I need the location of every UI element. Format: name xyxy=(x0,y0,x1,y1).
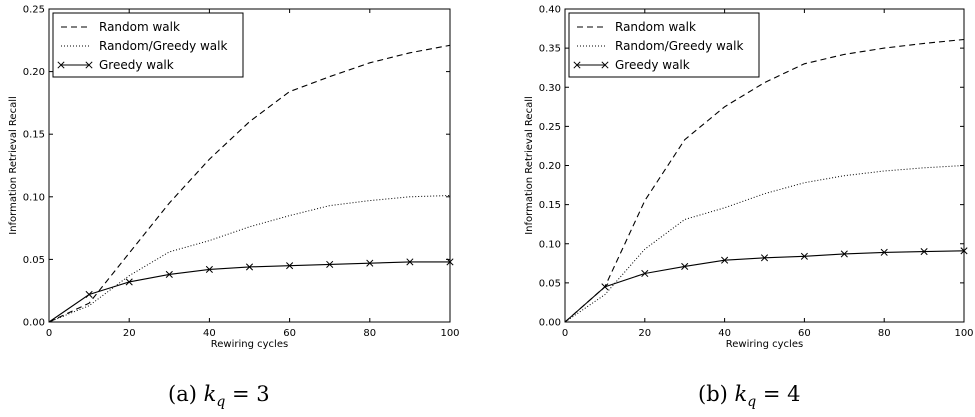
series-line-1 xyxy=(48,195,451,323)
y-tick-label: 0.40 xyxy=(539,5,561,16)
series-point-2-9 xyxy=(406,258,414,266)
y-tick-label: 0.15 xyxy=(23,130,45,141)
y-tick-label: 0.10 xyxy=(23,192,45,203)
x-tick-label: 60 xyxy=(283,328,296,339)
x-tick-label: 20 xyxy=(123,328,136,339)
series-point-2-7 xyxy=(840,250,848,258)
y-tick-label: 0.10 xyxy=(539,239,561,250)
series-line-2 xyxy=(48,261,450,323)
x-tick-label: 60 xyxy=(798,328,811,339)
series-point-2-4 xyxy=(721,256,729,264)
legend-marker-2 xyxy=(601,61,609,69)
series-line-0 xyxy=(48,44,451,323)
legend-box xyxy=(568,12,760,78)
series-point-2-6 xyxy=(286,262,294,270)
x-tick-label: 80 xyxy=(363,328,376,339)
x-tick-label: 0 xyxy=(562,328,568,339)
series-point-2-5 xyxy=(245,263,254,271)
y-tick-label: 0.20 xyxy=(23,67,45,78)
plot-frame xyxy=(48,8,451,323)
series-point-2-2 xyxy=(125,278,133,286)
caption-b: (b) kq = 4 xyxy=(698,382,801,411)
series-point-2-6 xyxy=(800,252,808,260)
series-point-2-4 xyxy=(205,265,213,273)
x-tick-label: 0 xyxy=(46,328,52,339)
legend-entry-1: Random/Greedy walk xyxy=(615,39,743,53)
series-line-2 xyxy=(564,250,965,323)
y-axis-label: Information Retrieval Recall xyxy=(524,96,535,235)
x-axis-label: Rewiring cycles xyxy=(726,339,803,350)
series-point-2-9 xyxy=(920,248,928,256)
series-point-2-3 xyxy=(165,270,173,278)
y-tick-label: 0.00 xyxy=(23,318,45,329)
y-tick-label: 0.20 xyxy=(539,161,561,172)
chart-b: 0 20 40 60 80 100 0.00 0.05 0.10 0.15 0.20 0.25 0.30… xyxy=(524,5,974,351)
legend-marker-2 xyxy=(573,61,581,69)
series-point-2-3 xyxy=(681,262,689,270)
legend-entry-1: Random/Greedy walk xyxy=(99,39,227,53)
legend-box xyxy=(52,12,244,78)
series-point-2-2 xyxy=(641,269,649,278)
x-tick-label: 100 xyxy=(440,328,459,339)
series-point-2-8 xyxy=(880,248,888,256)
chart-a: 0 20 40 60 80 100 0.00 0.05 0.10 0.15 0.20 0.25 Rewi… xyxy=(8,5,460,351)
y-tick-label: 0.05 xyxy=(23,255,45,266)
legend-entry-2: Greedy walk xyxy=(615,58,690,72)
caption-a-label: (a) xyxy=(168,382,197,406)
caption-a: (a) kq = 3 xyxy=(168,382,270,411)
legend-entry-0: Random walk xyxy=(615,20,696,34)
legend-entry-0: Random walk xyxy=(99,20,180,34)
series-point-2-8 xyxy=(366,259,374,267)
y-axis-label: Information Retrieval Recall xyxy=(8,96,19,235)
series-point-2-7 xyxy=(326,260,334,268)
x-tick-label: 80 xyxy=(878,328,891,339)
x-axis-label: Rewiring cycles xyxy=(211,339,288,350)
x-tick-label: 20 xyxy=(638,328,651,339)
y-tick-label: 0.25 xyxy=(23,5,45,16)
y-tick-label: 0.15 xyxy=(539,200,561,211)
y-tick-label: 0.35 xyxy=(539,44,561,55)
legend-marker-2 xyxy=(85,61,93,69)
series-point-2-1 xyxy=(601,283,609,291)
series-point-2-1 xyxy=(85,290,93,299)
x-tick-label: 100 xyxy=(954,328,973,339)
legend-marker-2 xyxy=(57,61,65,69)
y-tick-label: 0.30 xyxy=(539,83,561,94)
x-tick-label: 40 xyxy=(718,328,731,339)
y-tick-label: 0.00 xyxy=(539,318,561,329)
legend-entry-2: Greedy walk xyxy=(99,58,174,72)
y-tick-label: 0.05 xyxy=(539,278,561,289)
series-point-2-5 xyxy=(760,254,769,262)
caption-b-label: (b) xyxy=(698,382,728,406)
x-tick-label: 40 xyxy=(203,328,216,339)
y-tick-label: 0.25 xyxy=(539,122,561,133)
